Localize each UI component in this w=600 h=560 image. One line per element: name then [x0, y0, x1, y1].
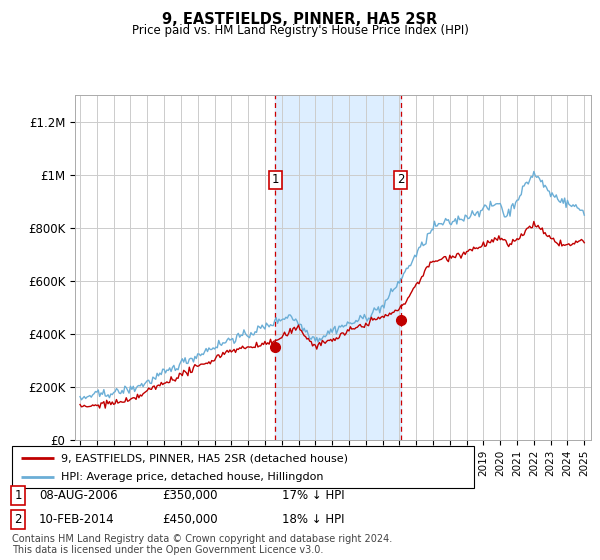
Text: 1: 1	[272, 174, 279, 186]
Text: Contains HM Land Registry data © Crown copyright and database right 2024.: Contains HM Land Registry data © Crown c…	[12, 534, 392, 544]
Text: £450,000: £450,000	[162, 512, 218, 526]
Text: 2: 2	[14, 512, 22, 526]
Text: 1: 1	[14, 489, 22, 502]
Text: 17% ↓ HPI: 17% ↓ HPI	[282, 489, 344, 502]
Text: 10-FEB-2014: 10-FEB-2014	[39, 512, 115, 526]
Text: This data is licensed under the Open Government Licence v3.0.: This data is licensed under the Open Gov…	[12, 545, 323, 555]
Bar	[275, 95, 401, 440]
Text: 08-AUG-2006: 08-AUG-2006	[39, 489, 118, 502]
Text: 9, EASTFIELDS, PINNER, HA5 2SR: 9, EASTFIELDS, PINNER, HA5 2SR	[163, 12, 437, 27]
Text: 18% ↓ HPI: 18% ↓ HPI	[282, 512, 344, 526]
Text: HPI: Average price, detached house, Hillingdon: HPI: Average price, detached house, Hill…	[61, 472, 323, 482]
Text: Price paid vs. HM Land Registry's House Price Index (HPI): Price paid vs. HM Land Registry's House …	[131, 24, 469, 36]
Text: 2: 2	[397, 174, 404, 186]
Text: 9, EASTFIELDS, PINNER, HA5 2SR (detached house): 9, EASTFIELDS, PINNER, HA5 2SR (detached…	[61, 453, 347, 463]
Text: £350,000: £350,000	[162, 489, 218, 502]
